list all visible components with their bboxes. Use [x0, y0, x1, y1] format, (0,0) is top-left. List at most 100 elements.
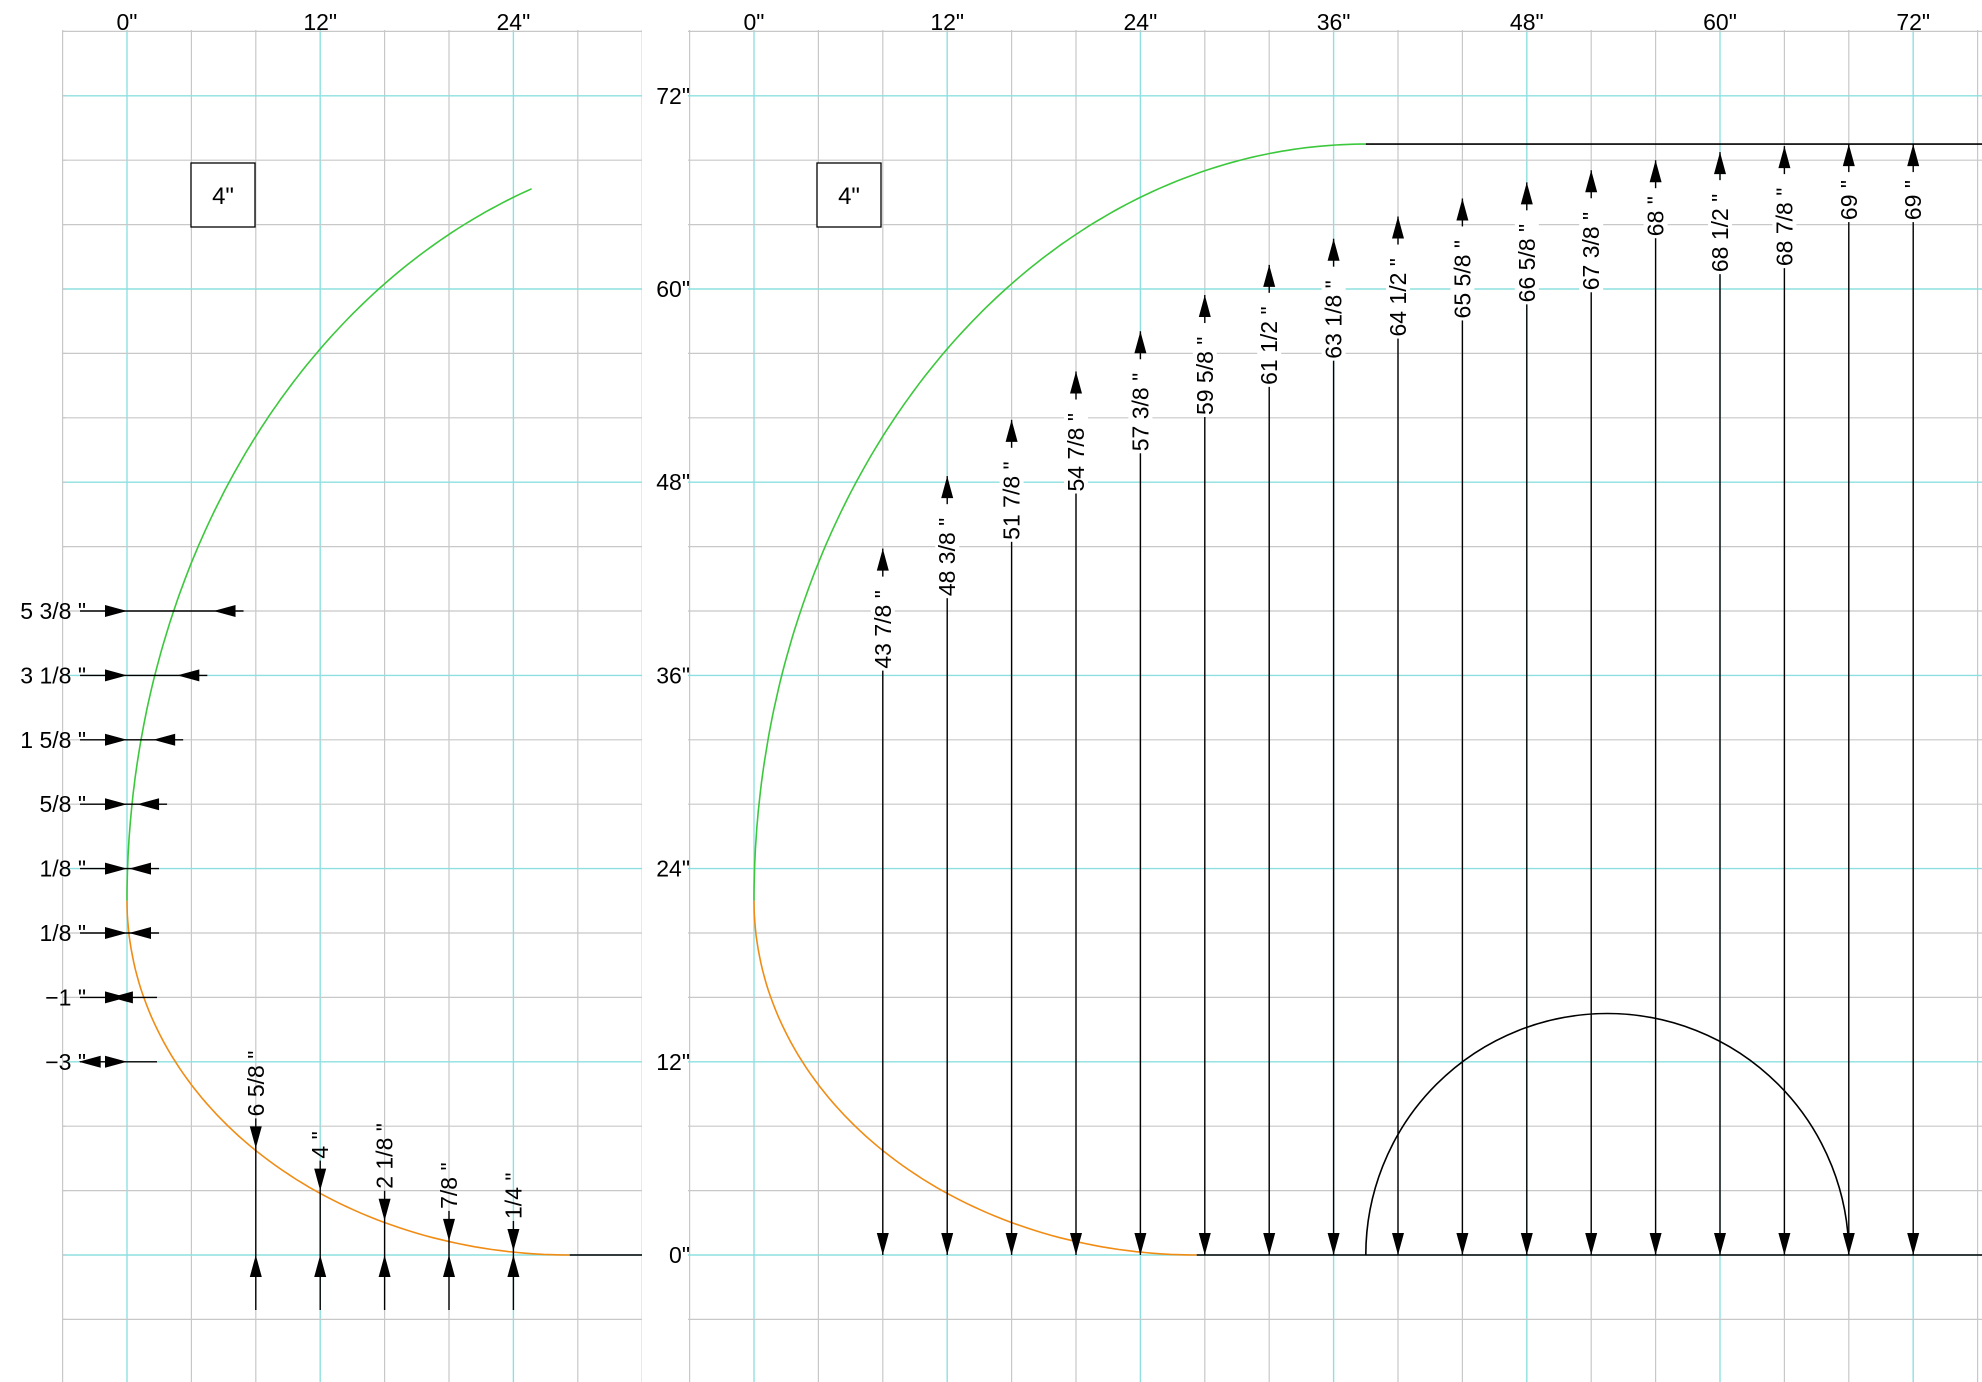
- vertical-dimension: 54 7/8 ": [1063, 371, 1089, 1255]
- right-scale-box-frame: [816, 162, 882, 228]
- arrow-head: [1842, 144, 1855, 167]
- x-tick-label: 48": [1510, 9, 1544, 35]
- arrow-head: [941, 476, 954, 499]
- arrow-head: [105, 1055, 127, 1068]
- dimension-label: 48 3/8 ": [934, 518, 960, 597]
- arrow-head: [507, 1228, 520, 1251]
- label-backdrop: [1708, 180, 1732, 275]
- left-tick-labels: 0" 12" 24": [117, 9, 531, 35]
- label-backdrop: [1321, 266, 1346, 361]
- profile-curve-upper: [753, 143, 1366, 901]
- dimension-label: 67 3/8 ": [1578, 212, 1604, 291]
- arrow-head: [1134, 1233, 1147, 1255]
- arrow-head: [129, 862, 152, 875]
- x-tick-label: 24": [497, 9, 531, 35]
- arrow-head: [129, 927, 152, 939]
- arrow-head: [78, 1055, 101, 1068]
- dimension-label: 66 5/8 ": [1514, 224, 1540, 303]
- dimension-label: 54 7/8 ": [1063, 413, 1089, 492]
- vertical-dimension: 57 3/8 ": [1127, 331, 1153, 1255]
- arrow-head: [1907, 144, 1920, 167]
- horizontal-dimension: −1 ": [45, 984, 157, 1010]
- arrow-head: [105, 733, 127, 746]
- arrow-head: [1907, 1233, 1920, 1255]
- label-backdrop: [1064, 399, 1088, 494]
- left-panel: 5 3/8 " 3 1/8 " 1 5/8 " 5/8 " 1/8 " 1/8 " −1 "…: [20, 9, 642, 1382]
- dimension-label: 64 1/2 ": [1385, 258, 1411, 337]
- arrow-head: [1263, 1233, 1276, 1255]
- dimension-label: −1 ": [45, 984, 86, 1010]
- arrow-head: [1585, 1233, 1598, 1255]
- arrow-head: [1327, 238, 1340, 261]
- arrow-head: [1198, 1233, 1211, 1255]
- arrow-head: [378, 1255, 391, 1277]
- arrow-head: [177, 669, 200, 682]
- vertical-dimension: 67 3/8 ": [1578, 170, 1604, 1255]
- arrow-head: [249, 1255, 262, 1277]
- dimension-label: 7/8 ": [436, 1162, 462, 1209]
- vertical-dimension: 68 1/2 ": [1707, 152, 1733, 1255]
- left-dimensions: 5 3/8 " 3 1/8 " 1 5/8 " 5/8 " 1/8 " 1/8 " −1 "…: [20, 598, 526, 1310]
- horizontal-dimension: 3 1/8 ": [20, 662, 208, 688]
- x-tick-label: 12": [930, 9, 964, 35]
- label-backdrop: [1128, 359, 1153, 454]
- y-tick-label: 48": [656, 469, 690, 495]
- dimension-label: 68 7/8 ": [1771, 188, 1797, 267]
- vertical-dimension: 69 ": [1900, 144, 1926, 1255]
- y-tick-label: 60": [656, 276, 690, 302]
- y-tick-label: 24": [656, 856, 690, 882]
- dimension-label: 61 1/2 ": [1256, 306, 1282, 385]
- right-panel: 43 7/8 " 48 3/8 " 51 7/8 " 54 7/8 " 57 3/8 "…: [656, 9, 1982, 1382]
- wheel-arch: [1365, 1012, 1850, 1256]
- vertical-dimension: 61 1/2 ": [1256, 264, 1282, 1255]
- arrow-head: [314, 1168, 327, 1191]
- horizontal-dimension: 5 3/8 ": [20, 598, 244, 624]
- dimension-label: 1 5/8 ": [20, 727, 86, 753]
- arrow-head: [1392, 1233, 1404, 1255]
- arrow-head: [1198, 295, 1211, 318]
- x-tick-label: 36": [1317, 9, 1351, 35]
- arrow-head: [1649, 1233, 1662, 1255]
- arrow-head: [876, 548, 889, 571]
- arrow-head: [105, 669, 127, 682]
- dimension-label: 5/8 ": [39, 791, 86, 817]
- left-scale-box: 4": [190, 162, 256, 228]
- left-scale-box-label: 4": [212, 183, 234, 210]
- dimension-label: 68 1/2 ": [1707, 194, 1733, 273]
- left-scale-box-frame: [190, 162, 256, 228]
- vertical-dimension: 1/4 ": [500, 1172, 526, 1310]
- dimension-label: 1/8 ": [39, 920, 86, 946]
- arrow-head: [1585, 170, 1598, 193]
- arrow-head: [137, 798, 160, 811]
- dimension-label: 1/8 ": [39, 856, 86, 882]
- right-tick-labels: 0" 12" 24" 36" 48" 60" 72" 72" 60" 48" 36" 24" 12" 0": [656, 9, 1930, 1268]
- arrow-head: [1070, 371, 1082, 394]
- arrow-head: [876, 1233, 889, 1255]
- dimension-label: 43 7/8 ": [870, 590, 896, 669]
- label-backdrop: [870, 576, 895, 671]
- arrow-head: [941, 1233, 954, 1255]
- label-backdrop: [1514, 210, 1539, 305]
- arrow-head: [1327, 1233, 1340, 1255]
- x-tick-label: 72": [1896, 9, 1930, 35]
- arrow-head: [1714, 152, 1726, 175]
- y-tick-label: 12": [656, 1049, 690, 1075]
- label-backdrop: [1901, 172, 1926, 223]
- dimension-label: 2 1/8 ": [372, 1123, 398, 1189]
- x-tick-label: 60": [1703, 9, 1737, 35]
- y-tick-label: 36": [656, 662, 690, 688]
- label-backdrop: [1257, 292, 1282, 387]
- dimension-label: 51 7/8 ": [999, 461, 1025, 540]
- left-curves: [126, 188, 642, 1256]
- vertical-dimension: 7/8 ": [436, 1162, 462, 1310]
- right-scale-box-label: 4": [838, 183, 860, 210]
- vertical-dimension: 64 1/2 ": [1385, 216, 1411, 1255]
- dimension-label: 4 ": [307, 1131, 333, 1158]
- arrow-head: [105, 605, 127, 617]
- label-backdrop: [1579, 198, 1604, 293]
- dimension-label: −3 ": [45, 1049, 86, 1075]
- y-tick-label: 72": [656, 83, 690, 109]
- label-backdrop: [1386, 244, 1410, 339]
- horizontal-dimension: 1/8 ": [39, 856, 160, 882]
- vertical-dimension: 59 5/8 ": [1192, 295, 1218, 1255]
